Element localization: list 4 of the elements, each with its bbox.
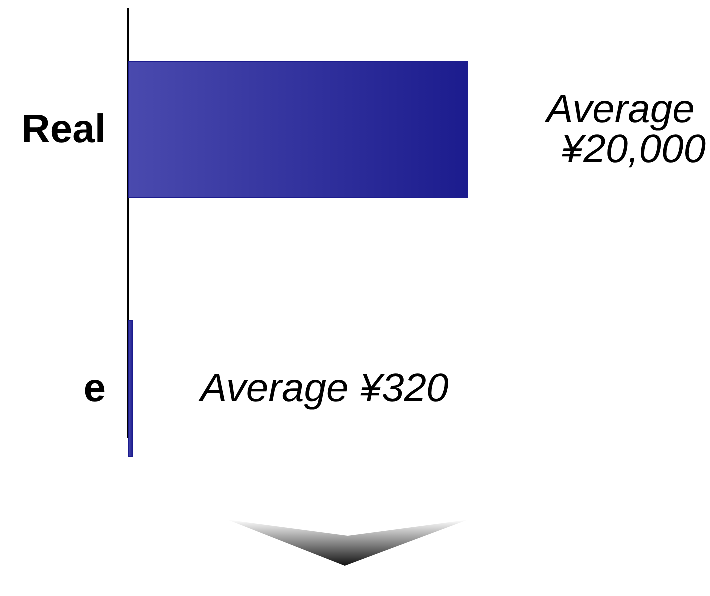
data-label: Average ¥20,000	[544, 88, 706, 172]
y-tick-label: e	[84, 366, 106, 410]
data-label: Average ¥320	[198, 366, 449, 410]
y-tick-label: Real	[22, 108, 106, 152]
